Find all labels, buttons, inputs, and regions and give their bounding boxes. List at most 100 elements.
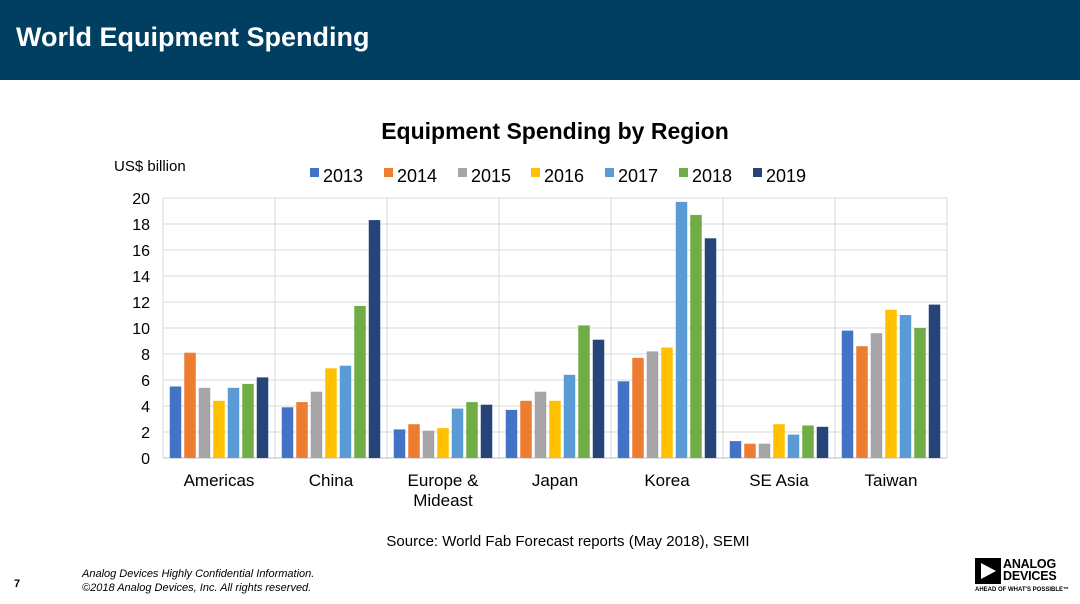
chart-title: Equipment Spending by Region <box>381 118 729 144</box>
y-tick-label: 0 <box>141 451 150 468</box>
bar-2016 <box>773 424 785 458</box>
legend-swatch <box>384 168 393 177</box>
x-tick-label: SE Asia <box>749 471 809 490</box>
x-tick-label: Japan <box>532 471 578 490</box>
bar-2014 <box>296 402 308 458</box>
bar-2017 <box>787 434 800 458</box>
bar-2018 <box>802 425 814 458</box>
logo-line-1: ANALOG <box>1003 557 1056 571</box>
bar-2014 <box>184 352 196 458</box>
bar-2014 <box>632 357 644 458</box>
bar-2019 <box>592 339 605 458</box>
bar-2015 <box>422 430 435 458</box>
bar-2014 <box>744 443 756 458</box>
legend-swatch <box>753 168 762 177</box>
y-tick-labels: 0 2 4 6 8 10 12 14 16 18 20 <box>132 191 150 468</box>
bar-2016 <box>661 347 673 458</box>
y-tick-label: 10 <box>132 321 150 338</box>
bar-2019 <box>704 238 717 458</box>
bar-2017 <box>563 374 576 458</box>
x-tick-label: Americas <box>184 471 255 490</box>
bar-2018 <box>242 383 254 458</box>
x-tick-label: Taiwan <box>865 471 918 490</box>
bar-2017 <box>451 408 464 458</box>
bar-2016 <box>213 400 225 458</box>
bar-2019 <box>368 220 381 458</box>
legend-swatch <box>310 168 319 177</box>
bars <box>169 201 941 458</box>
bar-2016 <box>885 309 897 458</box>
legend-label: 2017 <box>618 166 658 186</box>
x-tick-label: China <box>309 471 354 490</box>
bar-2018 <box>354 305 366 458</box>
bar-2017 <box>339 365 352 458</box>
bar-2015 <box>198 387 211 458</box>
bar-2019 <box>928 304 941 458</box>
bar-2013 <box>281 407 294 458</box>
bar-2018 <box>466 402 478 458</box>
logo-tagline: AHEAD OF WHAT'S POSSIBLE™ <box>975 587 1069 593</box>
bar-2013 <box>841 330 854 458</box>
chart-source: Source: World Fab Forecast reports (May … <box>386 533 749 550</box>
legend-label: 2018 <box>692 166 732 186</box>
bar-2015 <box>646 351 659 458</box>
legend-label: 2014 <box>397 166 437 186</box>
legend-swatch <box>679 168 688 177</box>
header-bar: World Equipment Spending <box>0 0 1080 80</box>
bar-2013 <box>393 429 406 458</box>
y-tick-label: 20 <box>132 191 150 208</box>
bar-2013 <box>505 409 518 458</box>
bar-2018 <box>578 325 590 458</box>
bar-2015 <box>870 333 883 458</box>
bar-2013 <box>617 381 630 458</box>
legend-label: 2013 <box>323 166 363 186</box>
bar-2018 <box>690 214 702 458</box>
legend-label: 2016 <box>544 166 584 186</box>
bar-2018 <box>914 328 926 458</box>
copyright-line: ©2018 Analog Devices, Inc. All rights re… <box>82 582 312 594</box>
confidentiality-notice: Analog Devices Highly Confidential Infor… <box>82 567 314 595</box>
bar-2015 <box>310 391 323 458</box>
legend-label: 2019 <box>766 166 806 186</box>
y-axis-label: US$ billion <box>114 158 186 175</box>
logo-line-2: DEVICES <box>1003 569 1057 583</box>
bar-2019 <box>816 426 829 458</box>
logo-wordmark: ANALOG DEVICES <box>1003 557 1057 583</box>
confidentiality-line-1: Analog Devices Highly Confidential Infor… <box>82 568 315 580</box>
bar-2016 <box>437 428 449 458</box>
x-tick-label: Korea <box>644 471 690 490</box>
bar-2014 <box>520 400 532 458</box>
legend: 2013 2014 2015 2016 2017 2018 2019 <box>310 166 806 186</box>
legend-swatch <box>458 168 467 177</box>
legend-label: 2015 <box>471 166 511 186</box>
bar-2015 <box>534 391 547 458</box>
x-tick-label: Europe & Mideast <box>408 471 480 510</box>
bar-2014 <box>408 424 420 458</box>
y-tick-label: 18 <box>132 217 150 234</box>
bar-2013 <box>729 441 742 458</box>
bar-2015 <box>758 443 771 458</box>
page-title: World Equipment Spending <box>16 22 370 52</box>
bar-2019 <box>480 404 493 458</box>
bar-2019 <box>256 377 269 458</box>
legend-swatch <box>605 168 614 177</box>
y-tick-label: 14 <box>132 269 150 286</box>
bar-2017 <box>227 387 240 458</box>
x-tick-labels: Americas China Europe & Mideast Japan Korea SE… <box>184 471 918 510</box>
y-tick-label: 2 <box>141 425 150 442</box>
y-tick-label: 4 <box>141 399 150 416</box>
y-tick-label: 16 <box>132 243 150 260</box>
bar-2016 <box>325 368 337 458</box>
y-tick-label: 6 <box>141 373 150 390</box>
y-tick-label: 12 <box>132 295 150 312</box>
page-number: 7 <box>14 578 21 590</box>
bar-2014 <box>856 346 868 458</box>
bar-2017 <box>899 315 912 458</box>
grid-lines <box>162 197 948 459</box>
y-tick-label: 8 <box>141 347 150 364</box>
bar-2013 <box>169 386 182 458</box>
analog-devices-logo-icon <box>975 558 1001 584</box>
bar-2017 <box>675 201 688 458</box>
bar-2016 <box>549 400 561 458</box>
